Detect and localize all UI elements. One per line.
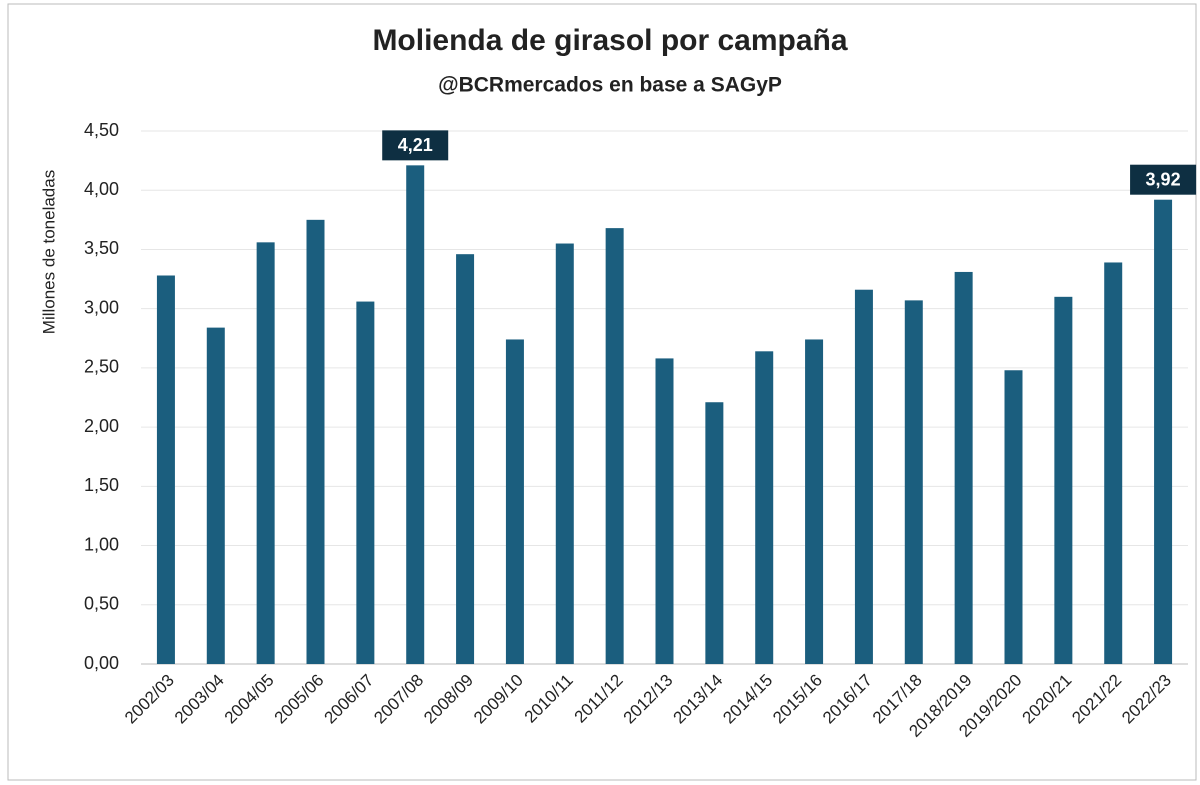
bar (904, 300, 923, 664)
y-tick-label: 4,00 (84, 179, 119, 199)
chart-subtitle: @BCRmercados en base a SAGyP (438, 74, 782, 97)
value-label-box (1130, 164, 1197, 195)
bar (705, 402, 724, 664)
y-tick-label: 2,50 (84, 357, 119, 377)
value-label: 3,92 (1146, 169, 1181, 189)
frame (7, 3, 1197, 781)
x-tick-label: 2012/13 (620, 671, 677, 728)
x-tick-label: 2015/16 (769, 671, 826, 728)
bar (605, 228, 624, 664)
x-tick-label: 2002/03 (121, 671, 178, 728)
bar (356, 301, 375, 664)
bar (555, 243, 574, 664)
y-tick-label: 3,00 (84, 297, 119, 317)
bar (1104, 262, 1123, 664)
x-tick-label: 2013/14 (669, 671, 726, 728)
x-tick-label: 2021/22 (1068, 671, 1125, 728)
y-tick-label: 4,50 (84, 120, 119, 140)
bar (1054, 296, 1073, 664)
y-tick-label: 0,00 (84, 653, 119, 673)
x-tick-label: 2003/04 (171, 671, 228, 728)
value-label-box (382, 130, 449, 161)
x-tick-label: 2011/12 (571, 671, 627, 727)
bar (156, 275, 175, 664)
bar (1154, 199, 1173, 664)
x-tick-label: 2008/09 (420, 671, 477, 728)
x-tick-label: 2022/23 (1118, 671, 1175, 728)
bar (456, 254, 475, 664)
y-tick-label: 1,00 (84, 534, 119, 554)
y-axis-label: Millones de toneladas (39, 170, 58, 334)
x-tick-label: 2020/21 (1018, 671, 1075, 728)
x-tick-label: 2014/15 (719, 671, 776, 728)
bar (505, 339, 524, 664)
x-tick-label: 2007/08 (370, 671, 427, 728)
x-tick-label: 2010/11 (521, 671, 577, 727)
y-tick-label: 1,50 (84, 475, 119, 495)
x-tick-label: 2016/17 (819, 671, 876, 728)
x-tick-label: 2005/06 (271, 671, 328, 728)
bar (306, 219, 325, 665)
bar (655, 358, 674, 664)
x-tick-label: 2009/10 (470, 671, 527, 728)
x-tick-label: 2006/07 (320, 671, 377, 728)
bar (206, 327, 225, 664)
x-tick-label: 2004/05 (221, 671, 278, 728)
bar (805, 339, 824, 664)
bar (406, 165, 425, 665)
bar (256, 242, 275, 665)
value-label: 4,21 (398, 135, 433, 155)
bar (755, 351, 774, 664)
bar (954, 271, 973, 664)
bar (854, 289, 873, 664)
y-tick-label: 0,50 (84, 594, 119, 614)
chart-title: Molienda de girasol por campaña (372, 24, 847, 57)
y-tick-label: 2,00 (84, 416, 119, 436)
y-tick-label: 3,50 (84, 238, 119, 258)
bar (1004, 370, 1023, 664)
